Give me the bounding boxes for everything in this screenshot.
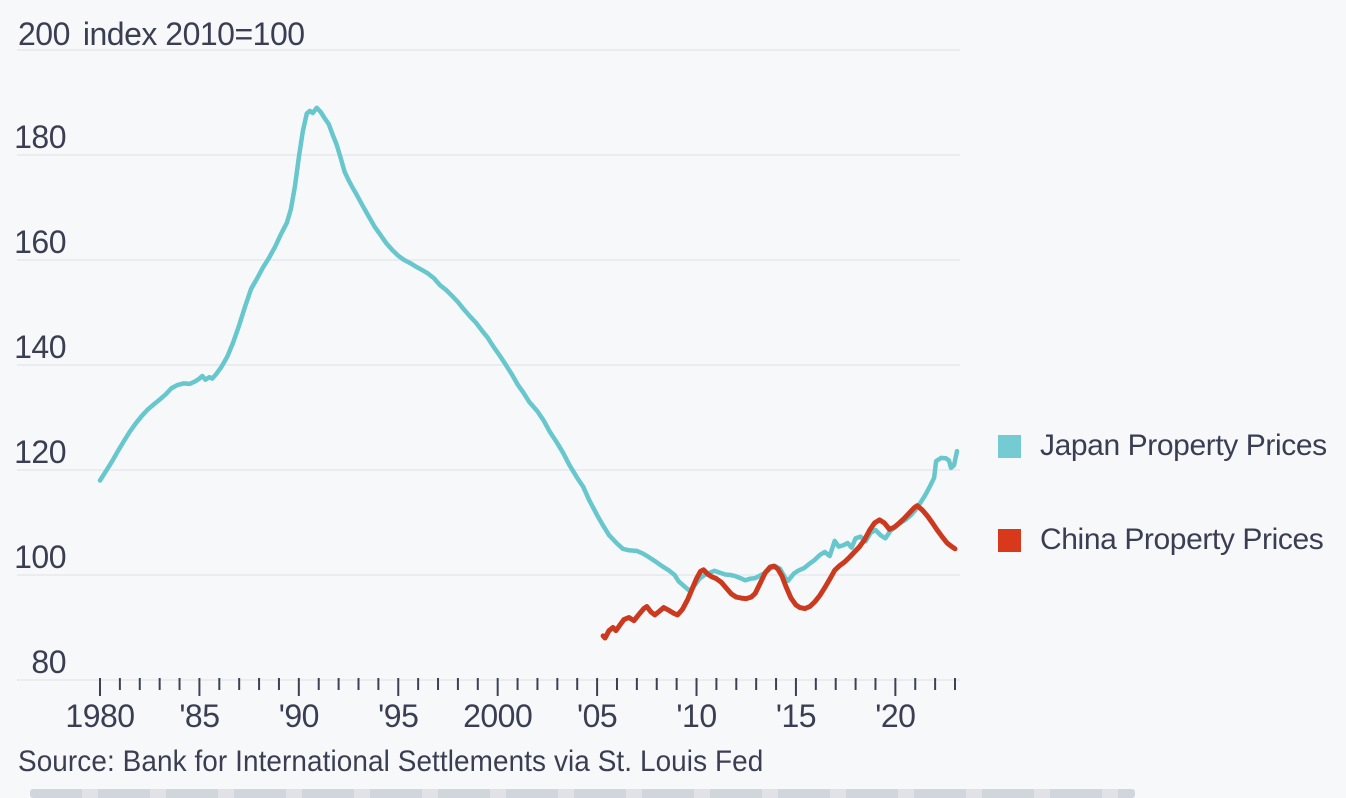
chart-title: 200 index 2010=100 xyxy=(18,16,305,53)
y-axis-tick-label-80: 80 xyxy=(31,644,66,680)
x-axis-tick-label-2015: '15 xyxy=(776,698,816,734)
x-axis-tick-label-2010: '10 xyxy=(676,698,716,734)
cropped-bottom-strip xyxy=(30,789,1135,798)
japan-legend-swatch xyxy=(998,434,1021,458)
y-axis-tick-label-140: 140 xyxy=(14,329,66,365)
y-axis-tick-label-100: 100 xyxy=(14,539,66,575)
x-axis-tick-label-1985: '85 xyxy=(179,698,219,734)
y-axis-tick-label-160: 160 xyxy=(14,224,66,260)
china-legend-swatch xyxy=(998,528,1021,552)
plot-area: 180 160 140 120 100 80 1980 '85 '90 '95 2000 '05 '10… xyxy=(14,49,960,734)
y-axis-title: index 2010=100 xyxy=(82,16,305,52)
japan-legend-label: Japan Property Prices xyxy=(1040,429,1327,462)
x-axis-tick-label-2020: '20 xyxy=(875,698,915,734)
legend-item-japan: Japan Property Prices xyxy=(998,429,1327,463)
y-axis-tick-label-180: 180 xyxy=(14,119,66,155)
x-axis-tick-label-1980: 1980 xyxy=(65,698,134,734)
x-axis-tick-label-1995: '95 xyxy=(378,698,418,734)
x-axis-tick-label-2000: 2000 xyxy=(463,698,532,734)
y-axis-top-tick-label: 200 xyxy=(18,16,70,52)
japan-property-prices-line xyxy=(97,105,960,594)
x-axis-tick-label-2005: '05 xyxy=(577,698,617,734)
source-note: Source: Bank for International Settlemen… xyxy=(18,745,764,778)
china-legend-label: China Property Prices xyxy=(1040,523,1324,556)
x-axis-tick-label-1990: '90 xyxy=(279,698,319,734)
legend-item-china: China Property Prices xyxy=(998,523,1324,557)
china-property-prices-line xyxy=(600,503,958,641)
y-axis-tick-label-120: 120 xyxy=(14,434,66,470)
